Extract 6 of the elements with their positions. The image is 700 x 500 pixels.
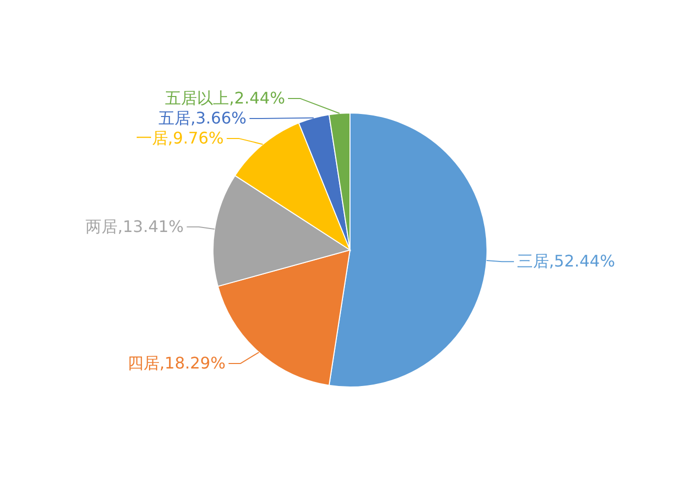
slice-label: 一居,9.76% [136, 128, 224, 148]
slice-label: 五居以上,2.44% [165, 88, 286, 108]
slice-label: 三居,52.44% [516, 252, 616, 271]
slice-label: 两居,13.41% [86, 216, 184, 236]
slice-label: 五居,3.66% [158, 108, 246, 128]
slice-label: 四居,18.29% [127, 353, 226, 372]
